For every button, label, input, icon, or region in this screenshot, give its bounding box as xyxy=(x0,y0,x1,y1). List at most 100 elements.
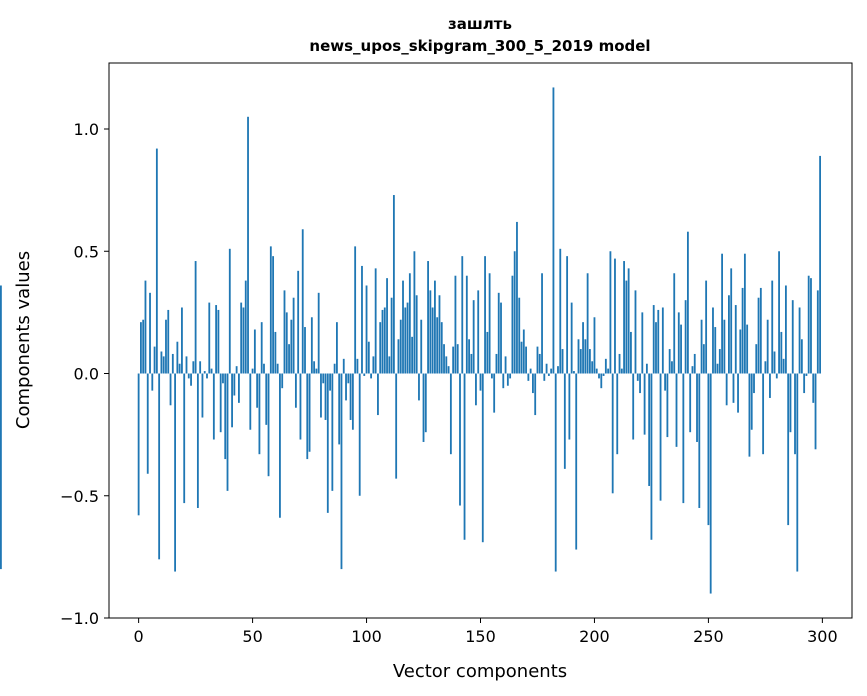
bar xyxy=(465,275,468,374)
bar xyxy=(304,327,306,374)
bar xyxy=(263,363,265,374)
bar xyxy=(573,371,575,374)
bar xyxy=(739,329,742,374)
bar xyxy=(434,280,436,374)
bar xyxy=(764,361,767,374)
y-tick-label: 0.0 xyxy=(74,365,99,384)
bar xyxy=(632,373,635,440)
bar xyxy=(158,373,161,560)
bar xyxy=(771,280,774,374)
bar xyxy=(746,324,749,374)
bar xyxy=(566,256,569,374)
bar xyxy=(577,339,580,374)
bar xyxy=(737,373,739,413)
bar xyxy=(247,116,249,374)
bar xyxy=(584,339,587,374)
bar xyxy=(267,373,270,477)
bar xyxy=(338,373,341,445)
bar xyxy=(165,319,167,374)
bar xyxy=(404,307,407,374)
bar xyxy=(185,356,188,374)
bar xyxy=(677,312,680,374)
bar xyxy=(816,290,819,374)
bar xyxy=(759,287,762,374)
bar xyxy=(545,363,548,374)
bar xyxy=(554,373,557,572)
bar xyxy=(331,373,334,491)
bar xyxy=(559,248,562,374)
bar xyxy=(636,373,639,381)
bar xyxy=(707,373,710,526)
bar xyxy=(361,265,363,374)
x-tick-label: 100 xyxy=(351,627,382,646)
bar xyxy=(297,270,300,374)
bar xyxy=(411,336,414,374)
bar xyxy=(794,373,796,455)
bar xyxy=(570,302,573,374)
bar xyxy=(705,280,708,374)
bar xyxy=(440,322,443,374)
bar xyxy=(627,268,630,374)
bar xyxy=(659,373,662,501)
bar xyxy=(226,373,229,491)
bar xyxy=(541,273,543,374)
bar xyxy=(472,300,475,374)
bar xyxy=(427,261,429,374)
bar xyxy=(224,373,227,460)
bar xyxy=(283,290,286,374)
bar xyxy=(780,331,783,374)
bar xyxy=(698,373,701,508)
bar xyxy=(279,373,281,518)
bar xyxy=(682,373,685,504)
bar xyxy=(509,373,512,379)
bar xyxy=(773,351,776,374)
bar xyxy=(486,331,489,374)
bar xyxy=(655,322,657,374)
bar xyxy=(365,285,368,374)
bar xyxy=(379,322,382,374)
bar xyxy=(538,353,541,374)
bar xyxy=(347,373,350,384)
bar xyxy=(557,366,559,374)
bar xyxy=(395,373,398,479)
x-tick-label: 0 xyxy=(134,627,144,646)
bar xyxy=(812,373,815,403)
bar xyxy=(652,305,655,374)
bar xyxy=(477,290,480,374)
bar xyxy=(506,373,509,386)
bar xyxy=(151,373,154,391)
bar xyxy=(342,358,345,374)
bar xyxy=(377,373,379,416)
bar xyxy=(192,361,195,374)
bar xyxy=(459,373,461,506)
bar xyxy=(187,373,190,379)
bar xyxy=(814,373,817,450)
bar xyxy=(493,373,496,413)
bar xyxy=(324,373,327,420)
bar xyxy=(199,361,202,374)
bar xyxy=(755,344,758,374)
bar-series xyxy=(0,87,821,594)
bar xyxy=(219,373,222,433)
bar xyxy=(716,363,719,374)
bar xyxy=(454,275,457,374)
bar xyxy=(374,268,377,374)
bar xyxy=(402,280,404,374)
bar xyxy=(616,373,619,455)
bar xyxy=(201,373,204,418)
bar xyxy=(415,295,418,374)
bar xyxy=(696,373,698,442)
bar xyxy=(766,319,769,374)
bar xyxy=(586,273,589,374)
bar xyxy=(438,295,441,374)
bar xyxy=(536,346,539,374)
bar xyxy=(422,373,425,442)
bar xyxy=(408,273,411,374)
bar xyxy=(320,373,322,418)
bar xyxy=(686,231,689,374)
bar xyxy=(251,368,254,374)
bar xyxy=(602,373,605,376)
bar xyxy=(511,275,514,374)
bar xyxy=(568,373,571,440)
